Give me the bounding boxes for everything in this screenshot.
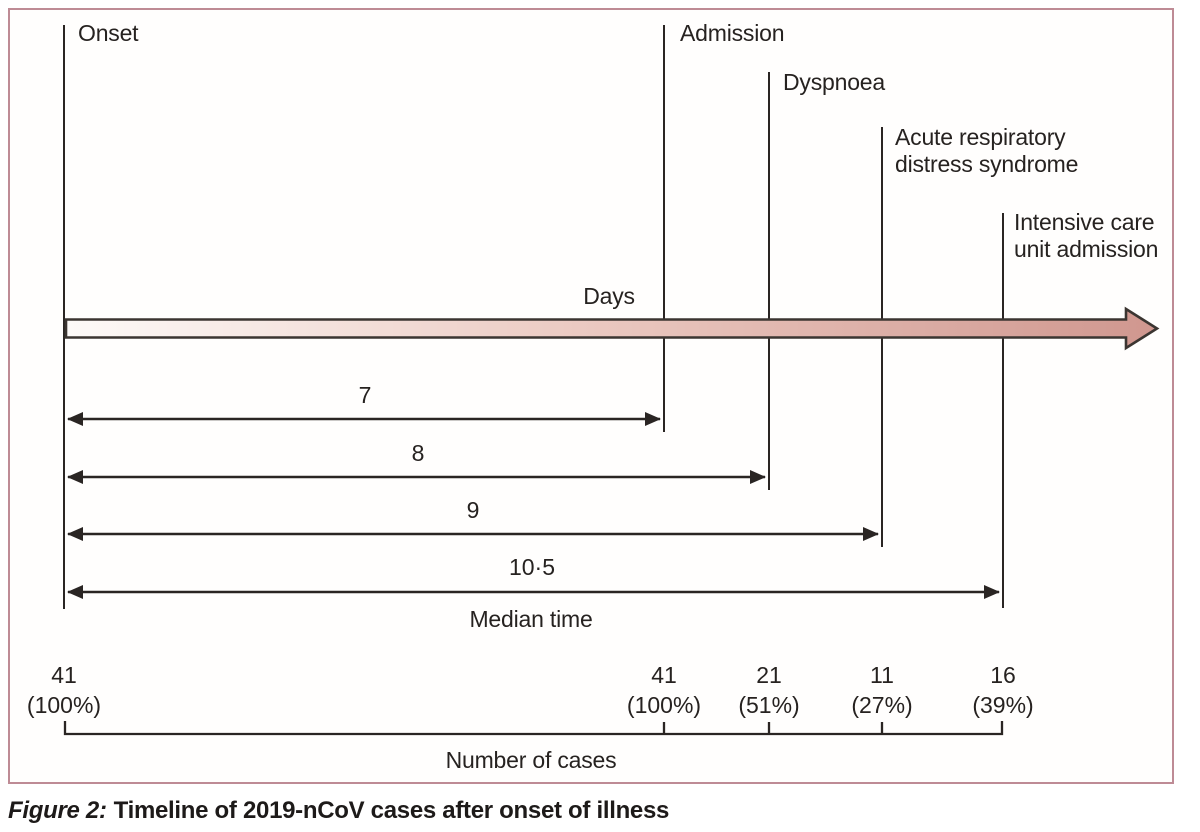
median-value-label: 10·5 xyxy=(508,554,556,580)
event-line-icu xyxy=(1002,213,1004,608)
timeline-arrow xyxy=(64,306,1160,351)
median-value-label: 8 xyxy=(411,440,425,466)
event-line-admission xyxy=(663,25,665,432)
days-axis-label: Days xyxy=(583,283,635,309)
case-count: 16 xyxy=(990,662,1016,688)
case-count: 41 xyxy=(51,662,77,688)
case-count: 21 xyxy=(756,662,782,688)
caption-title: Timeline of 2019-nCoV cases after onset … xyxy=(113,797,670,824)
event-label-onset: Onset xyxy=(78,20,139,46)
event-label-admission: Admission xyxy=(680,20,785,46)
case-percent: (51%) xyxy=(738,692,800,718)
event-line-onset xyxy=(63,25,65,609)
event-label-dyspnoea: Dyspnoea xyxy=(783,69,885,95)
case-percent: (100%) xyxy=(26,692,102,718)
median-value-label: 9 xyxy=(466,497,480,523)
figure-caption: Figure 2: Timeline of 2019-nCoV cases aft… xyxy=(8,797,669,825)
cases-bracket xyxy=(63,721,1004,736)
median-value-label: 7 xyxy=(358,382,372,408)
caption-prefix: Figure 2: xyxy=(8,797,107,824)
figure-border xyxy=(8,8,1174,784)
case-percent: (27%) xyxy=(851,692,913,718)
case-count: 11 xyxy=(870,662,894,688)
case-percent: (39%) xyxy=(972,692,1034,718)
case-count: 41 xyxy=(651,662,677,688)
event-label-ards: Acute respiratory distress syndrome xyxy=(895,124,1079,177)
event-label-icu: Intensive care unit admission xyxy=(1014,209,1159,262)
median-time-label: Median time xyxy=(469,606,593,632)
case-percent: (100%) xyxy=(626,692,702,718)
event-line-dyspnoea xyxy=(768,72,770,490)
number-of-cases-label: Number of cases xyxy=(445,747,617,773)
